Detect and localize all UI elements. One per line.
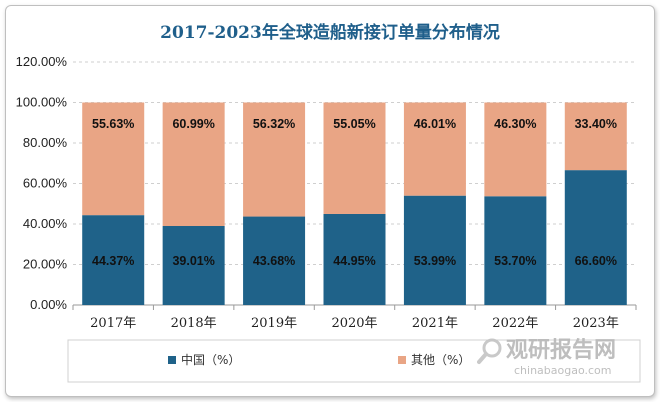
chart-title: 2017-2023年全球造船新接订单量分布情况 (160, 22, 500, 43)
bars (82, 102, 627, 305)
data-label: 39.01% (172, 254, 214, 268)
x-tick-label: 2021年 (412, 316, 458, 331)
data-label: 53.70% (494, 254, 536, 268)
y-tick-label: 40.00% (23, 216, 68, 231)
y-tick-label: 120.00% (16, 54, 68, 69)
y-tick-label: 100.00% (16, 95, 68, 110)
legend-swatch (398, 356, 406, 364)
bar-segment (82, 102, 145, 216)
bar-segment (564, 102, 627, 171)
y-tick-label: 0.00% (30, 297, 67, 312)
bar-segment (82, 215, 145, 305)
data-label: 55.63% (92, 117, 134, 131)
y-tick-label: 80.00% (23, 135, 68, 150)
bar-segment (323, 102, 386, 214)
data-label: 43.68% (253, 254, 295, 268)
data-label: 66.60% (575, 254, 617, 268)
x-tick-label: 2023年 (573, 316, 619, 331)
bar-segment (403, 102, 466, 196)
x-tick-label: 2022年 (492, 316, 538, 331)
bar-segment (403, 195, 466, 305)
data-label: 55.05% (333, 117, 375, 131)
x-tick-label: 2020年 (331, 316, 377, 331)
legend-label: 其他（%） (411, 353, 470, 367)
data-label: 53.99% (414, 254, 456, 268)
bar-segment (162, 102, 225, 227)
bar-segment (484, 102, 547, 197)
y-tick-label: 60.00% (23, 176, 68, 191)
data-label: 56.32% (253, 117, 295, 131)
data-label: 46.01% (414, 117, 456, 131)
legend: 中国（%） 其他（%） (168, 352, 470, 367)
legend-label: 中国（%） (181, 352, 240, 367)
watermark-url: chinabaogao.com (514, 364, 612, 377)
bar-segment (243, 102, 306, 217)
data-label: 33.40% (575, 117, 617, 131)
x-tick-label: 2017年 (90, 316, 136, 331)
bar-segment (162, 226, 225, 305)
y-axis: 0.00% 20.00% 40.00% 60.00% 80.00% 100.00% 120.… (16, 54, 68, 312)
magnifier-logo-icon (477, 338, 502, 364)
legend-swatch (168, 356, 176, 364)
x-tick-label: 2019年 (251, 316, 297, 331)
watermark: 观研报告网 chinabaogao.com (477, 338, 616, 377)
watermark-brand: 观研报告网 (506, 338, 616, 363)
bar-segment (323, 213, 386, 305)
bar-segment (564, 170, 627, 305)
x-axis: 2017年 2018年 2019年 2020年 2021年 2022年 2023年 (72, 305, 637, 331)
data-label: 60.99% (172, 117, 214, 131)
x-tick-label: 2018年 (171, 316, 217, 331)
bar-segment (484, 196, 547, 305)
data-label: 44.37% (92, 254, 134, 268)
data-label: 46.30% (494, 117, 536, 131)
legend-box (67, 339, 641, 383)
bar-segment (243, 216, 306, 305)
data-labels: 44.37% 55.63% 39.01% 60.99% 43.68% 56.32% 44.9… (92, 117, 617, 268)
data-label: 44.95% (333, 254, 375, 268)
y-tick-label: 20.00% (23, 257, 68, 272)
